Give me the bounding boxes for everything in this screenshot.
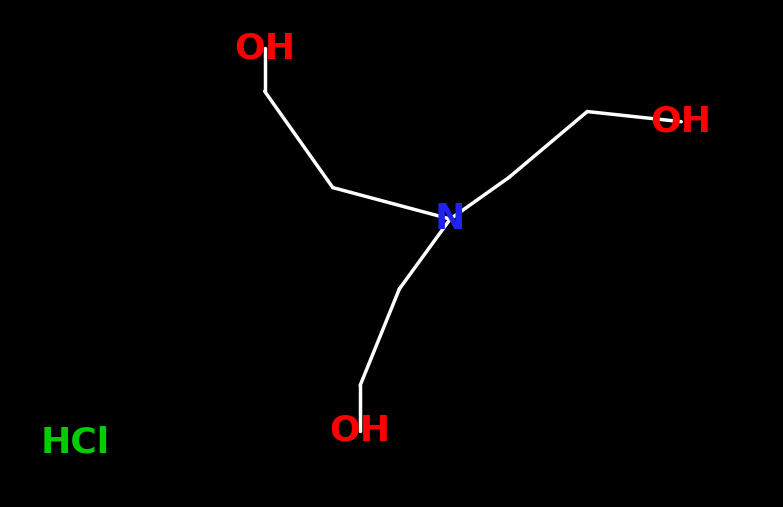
Text: N: N	[435, 202, 465, 236]
Text: HCl: HCl	[41, 425, 110, 459]
Text: OH: OH	[330, 414, 391, 448]
Text: OH: OH	[234, 31, 295, 65]
Text: OH: OH	[651, 104, 712, 139]
